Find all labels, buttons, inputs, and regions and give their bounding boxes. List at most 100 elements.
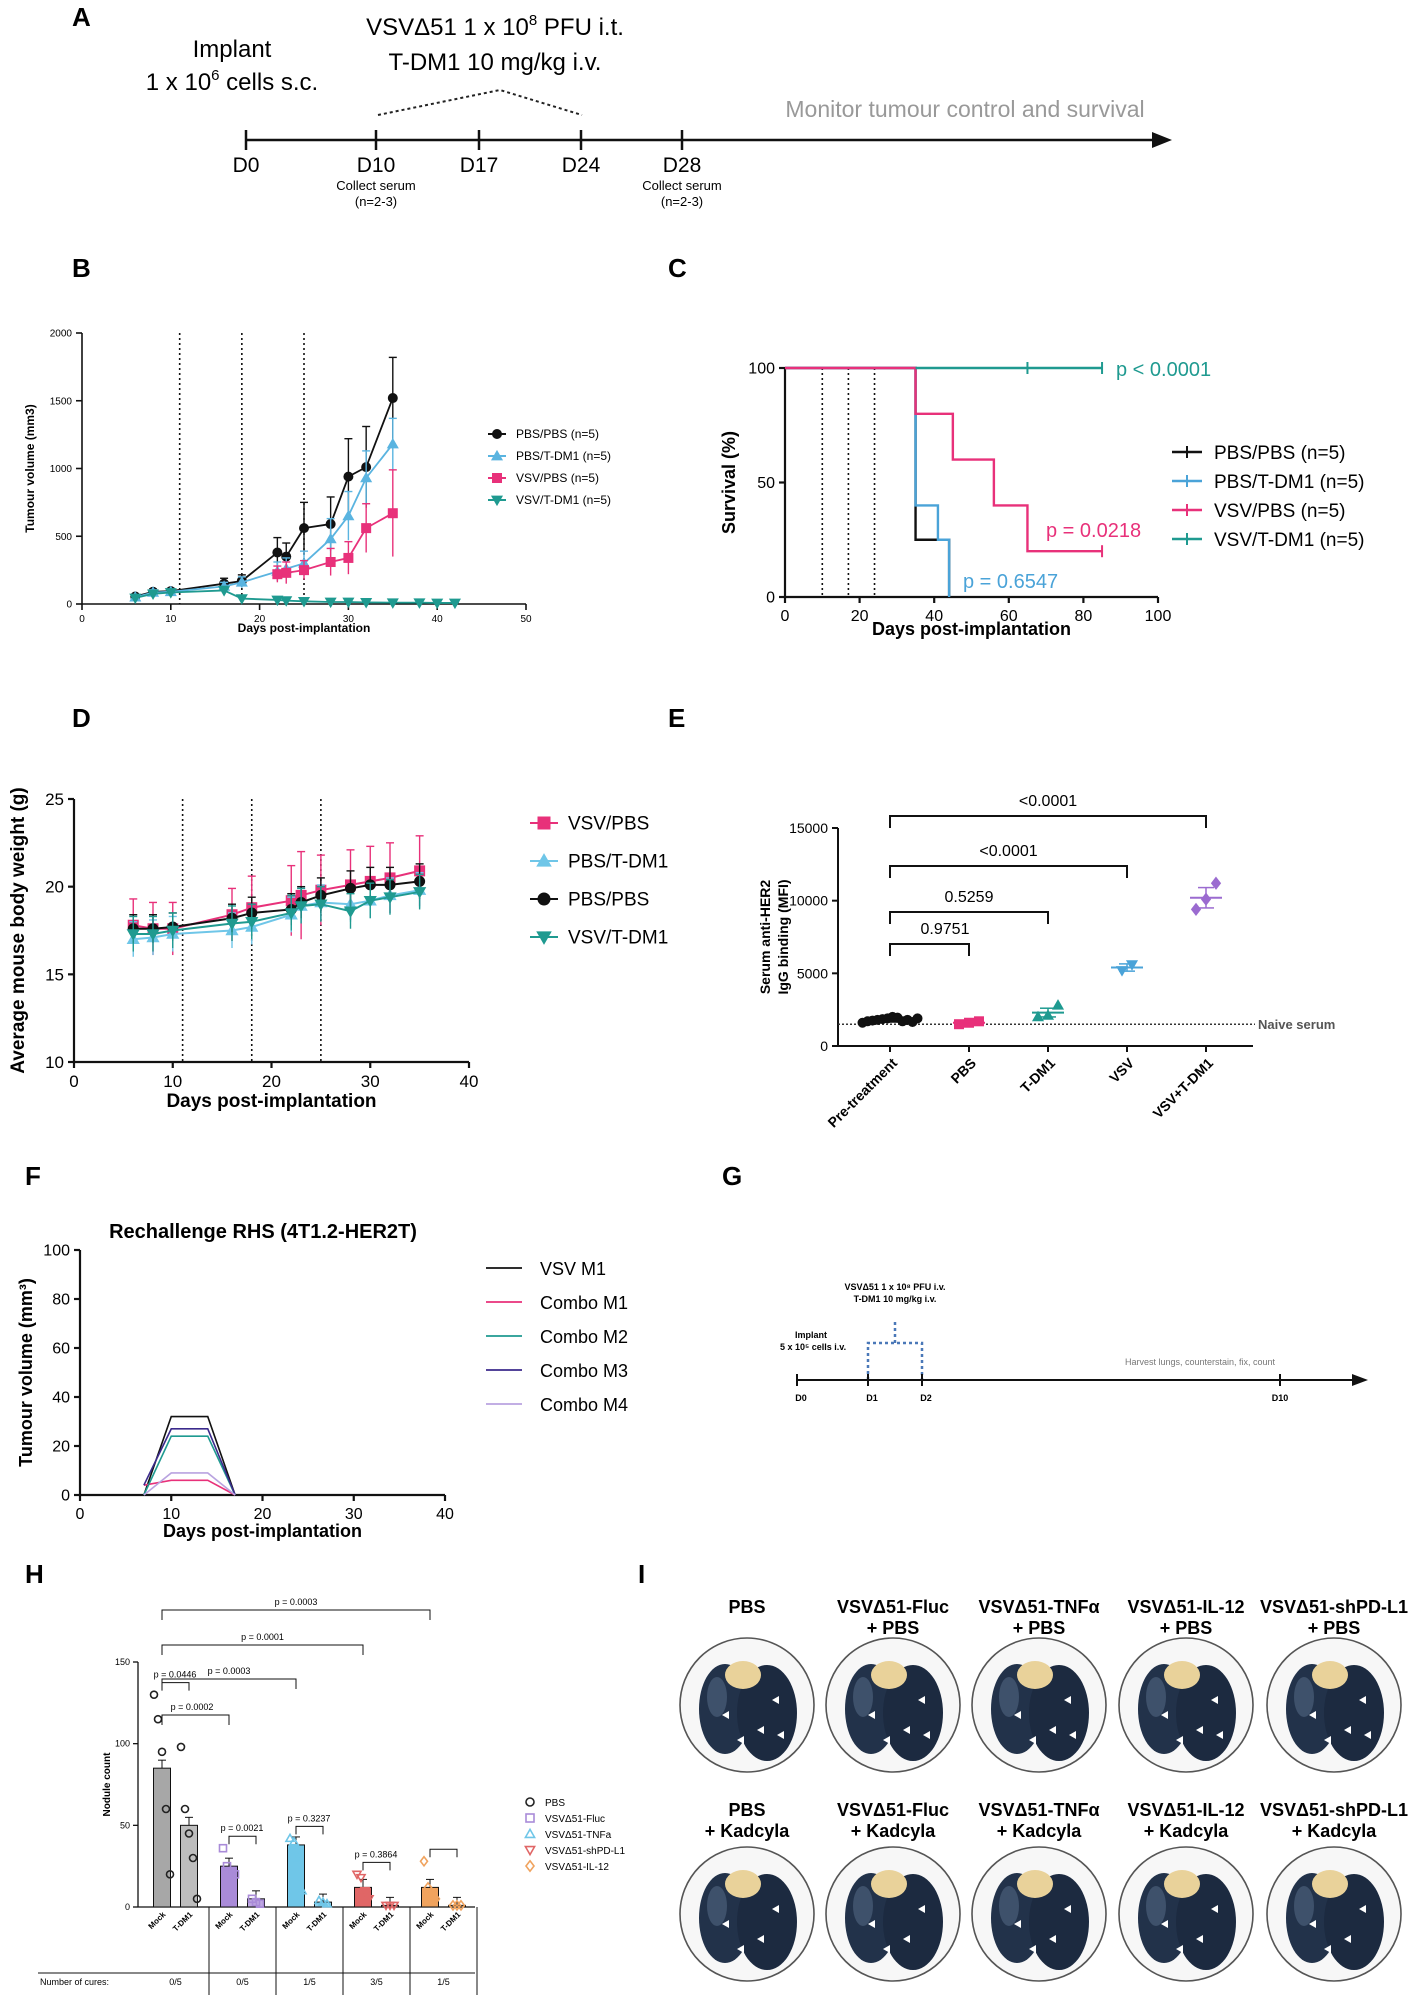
lung-caption-line1: VSVΔ51-TNFα xyxy=(978,1597,1099,1617)
y-axis-label: Nodule count xyxy=(102,1752,113,1817)
series-line xyxy=(135,397,394,598)
nodule-arrow xyxy=(1069,1731,1076,1739)
chart-title: Rechallenge RHS (4T1.2-HER2T) xyxy=(109,1221,417,1243)
g-day-d10: D10 xyxy=(1272,1393,1289,1403)
data-point xyxy=(146,929,160,941)
group-point xyxy=(912,1013,923,1024)
x-tick-label: 10 xyxy=(163,1072,182,1091)
x-tick-label: 10 xyxy=(165,614,177,625)
bar-sublabel: T-DM1 xyxy=(439,1910,463,1934)
lung-highlight xyxy=(999,1677,1019,1717)
y-tick-label: 100 xyxy=(748,361,775,378)
implant-dose: 1 x 106 cells s.c. xyxy=(146,67,318,96)
serum-n-1: (n=2-3) xyxy=(355,194,397,209)
legend-label: PBS/PBS (n=5) xyxy=(1214,443,1345,464)
significance-p-value: <0.0001 xyxy=(979,843,1037,860)
lung-caption-line2: + Kadcyla xyxy=(705,1821,791,1841)
lung-highlight xyxy=(1146,1886,1166,1926)
x-tick-label: 50 xyxy=(520,614,532,625)
data-point xyxy=(284,908,298,920)
series-line xyxy=(135,589,455,604)
lung-lobe-right xyxy=(1324,1874,1384,1970)
p-value-annotation: p = 0.6547 xyxy=(963,571,1058,593)
lung-caption-line1: VSVΔ51-shPD-L1 xyxy=(1260,1800,1408,1820)
g-timeline-arrow xyxy=(1352,1374,1368,1386)
data-point xyxy=(299,565,309,576)
lung-highlight xyxy=(853,1886,873,1926)
y-tick-label: 10 xyxy=(45,1053,64,1072)
data-point xyxy=(297,596,311,608)
legend-label: VSV/PBS xyxy=(568,814,649,835)
naive-serum-label: Naive serum xyxy=(1258,1017,1335,1032)
bar-sublabel: T-DM1 xyxy=(238,1910,262,1934)
lung-heart xyxy=(1164,1870,1200,1898)
monitor-label: Monitor tumour control and survival xyxy=(785,96,1144,122)
nodule-arrow xyxy=(1064,1905,1071,1913)
panel-letter-d: D xyxy=(72,703,91,733)
panel-letter-a: A xyxy=(72,2,91,32)
x-tick-label: 80 xyxy=(1075,608,1093,625)
g-implant-label: Implant xyxy=(795,1330,827,1340)
g-treat-tdm1: T-DM1 10 mg/kg i.v. xyxy=(854,1294,937,1304)
data-point xyxy=(314,899,328,911)
data-point xyxy=(245,916,259,929)
bar-data-point xyxy=(176,1742,186,1752)
lung-caption-line1: VSVΔ51-IL-12 xyxy=(1128,1800,1245,1820)
lung-highlight xyxy=(707,1886,727,1926)
data-point xyxy=(363,895,377,908)
series-line xyxy=(133,880,420,930)
across-group-p-value: p = 0.0002 xyxy=(171,1702,214,1712)
bar-data-point xyxy=(149,1690,159,1699)
lung-caption-line2: + PBS xyxy=(867,1618,920,1638)
legend-marker xyxy=(525,1797,535,1807)
x-tick-label: 30 xyxy=(345,1506,363,1523)
lung-caption-line2: + Kadcyla xyxy=(1292,1821,1378,1841)
lung-lobe-right xyxy=(1176,1874,1236,1970)
nodule-arrow xyxy=(1309,1920,1316,1928)
y-tick-label: 15 xyxy=(45,965,64,984)
lung-highlight xyxy=(707,1677,727,1717)
lung-highlight xyxy=(1294,1677,1314,1717)
chart-d-body-weight: 0 10 20 30 40 10 15 20 25 Days post-implantation A… xyxy=(8,787,668,1112)
x-tick-label: 0 xyxy=(69,1072,78,1091)
y-tick-label: 2000 xyxy=(50,329,73,340)
timeline-g: Implant 5 x 10⁵ cells i.v. VSVΔ51 1 x 10… xyxy=(780,1282,1368,1403)
data-point xyxy=(324,597,337,609)
data-point xyxy=(325,556,336,567)
x-tick-label: 40 xyxy=(460,1072,479,1091)
x-axis-label: Days post-implantation xyxy=(166,1091,376,1112)
panel-letter-h: H xyxy=(25,1559,44,1589)
nodule-arrow xyxy=(722,1920,729,1928)
y-tick-label: 50 xyxy=(757,475,775,492)
series-line xyxy=(143,1428,236,1496)
survival-step-line xyxy=(785,366,1103,553)
lung-caption-line1: VSVΔ51-shPD-L1 xyxy=(1260,1597,1408,1617)
data-point xyxy=(294,901,308,913)
legend-marker xyxy=(525,1813,535,1823)
nodule-arrow xyxy=(1211,1696,1218,1704)
legend-marker xyxy=(492,473,502,483)
nodule-arrow xyxy=(903,1726,910,1734)
lung-heart xyxy=(1164,1661,1200,1689)
data-point xyxy=(387,393,398,404)
x-tick-label: 60 xyxy=(1000,608,1018,625)
bar-data-point xyxy=(321,1898,333,1908)
y-tick-label: 80 xyxy=(52,1292,70,1309)
lung-caption-line2: + PBS xyxy=(1308,1618,1361,1638)
bar-sublabel: Mock xyxy=(214,1910,235,1931)
data-point xyxy=(281,567,292,578)
nodule-arrow xyxy=(1359,1905,1366,1913)
nodule-arrow xyxy=(1014,1920,1021,1928)
bar-data-point xyxy=(180,1804,190,1814)
nodule-arrow xyxy=(722,1711,729,1719)
survival-step-line xyxy=(785,366,951,597)
day-d0: D0 xyxy=(233,154,260,177)
data-point xyxy=(272,569,283,580)
nodule-arrow xyxy=(1359,1696,1366,1704)
lung-highlight xyxy=(999,1886,1019,1926)
data-point xyxy=(342,597,355,609)
significance-p-value: 0.9751 xyxy=(921,921,970,938)
data-point xyxy=(299,523,309,534)
nodule-arrow xyxy=(757,1935,764,1943)
